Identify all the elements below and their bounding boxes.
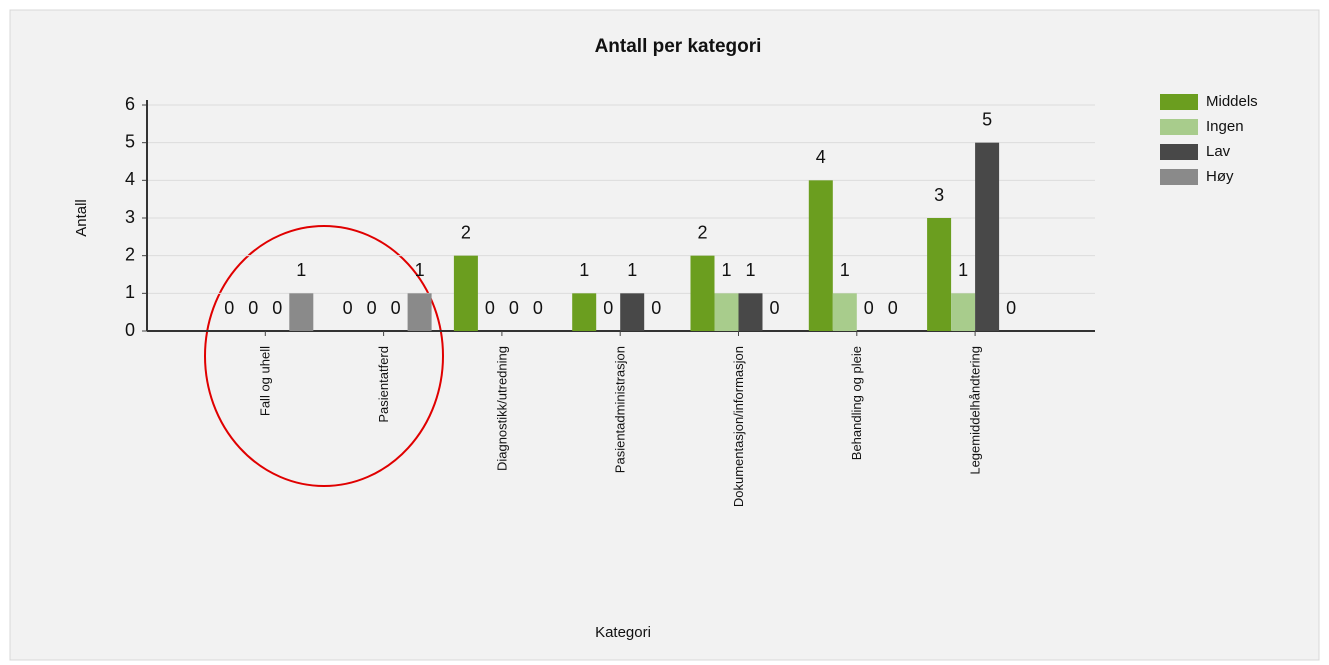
y-axis-label: Antall: [73, 199, 90, 237]
highlight-circle: [204, 225, 444, 487]
legend-swatch: [1160, 169, 1198, 185]
y-tick-label: 0: [125, 320, 135, 340]
legend-label: Ingen: [1206, 118, 1244, 135]
value-label: 0: [343, 298, 353, 318]
y-tick-label: 5: [125, 131, 135, 151]
value-label: 4: [816, 147, 826, 167]
value-label: 1: [840, 260, 850, 280]
value-label: 1: [296, 260, 306, 280]
x-tick-label: Fall og uhell: [258, 346, 273, 416]
bar: [927, 218, 952, 331]
value-label: 0: [1006, 298, 1016, 318]
value-label: 1: [415, 260, 425, 280]
x-tick-label: Behandling og pleie: [849, 346, 864, 460]
bar: [453, 255, 478, 331]
legend-swatch: [1160, 144, 1198, 160]
value-label: 0: [272, 298, 282, 318]
value-label: 0: [485, 298, 495, 318]
y-tick-label: 3: [125, 207, 135, 227]
value-label: 3: [934, 185, 944, 205]
value-label: 0: [224, 298, 234, 318]
value-label: 0: [888, 298, 898, 318]
x-tick-label: Pasientatferd: [376, 346, 391, 423]
value-label: 0: [391, 298, 401, 318]
bar: [951, 293, 976, 331]
value-label: 1: [745, 260, 755, 280]
chart-background: [9, 9, 1320, 661]
legend-swatch: [1160, 119, 1198, 135]
value-label: 1: [721, 260, 731, 280]
value-label: 0: [533, 298, 543, 318]
value-label: 1: [627, 260, 637, 280]
bar: [620, 293, 645, 331]
bar: [690, 255, 715, 331]
value-label: 2: [697, 222, 707, 242]
x-tick-label: Legemiddelhåndtering: [968, 346, 983, 475]
value-label: 1: [579, 260, 589, 280]
value-label: 0: [769, 298, 779, 318]
value-label: 0: [367, 298, 377, 318]
legend-label: Lav: [1206, 143, 1231, 160]
y-tick-label: 4: [125, 169, 135, 189]
legend-label: Middels: [1206, 93, 1258, 110]
y-tick-label: 2: [125, 244, 135, 264]
bar: [738, 293, 763, 331]
value-label: 0: [509, 298, 519, 318]
value-label: 0: [603, 298, 613, 318]
value-label: 0: [864, 298, 874, 318]
value-label: 0: [248, 298, 258, 318]
y-tick-label: 6: [125, 94, 135, 114]
bar: [407, 293, 432, 331]
y-tick-label: 1: [125, 282, 135, 302]
legend-swatch: [1160, 94, 1198, 110]
x-tick-label: Pasientadministrasjon: [613, 346, 628, 473]
chart-title: Antall per kategori: [595, 36, 762, 57]
bar: [714, 293, 739, 331]
bar: [975, 142, 1000, 331]
value-label: 5: [982, 109, 992, 129]
value-label: 2: [461, 222, 471, 242]
legend-label: Høy: [1206, 168, 1234, 185]
x-tick-label: Dokumentasjon/informasjon: [731, 346, 746, 507]
x-tick-label: Diagnostikk/utredning: [494, 346, 509, 471]
bar: [808, 180, 833, 331]
bar: [832, 293, 857, 331]
bar: [289, 293, 314, 331]
value-label: 0: [651, 298, 661, 318]
bar: [572, 293, 597, 331]
x-axis-label: Kategori: [595, 624, 651, 641]
value-label: 1: [958, 260, 968, 280]
